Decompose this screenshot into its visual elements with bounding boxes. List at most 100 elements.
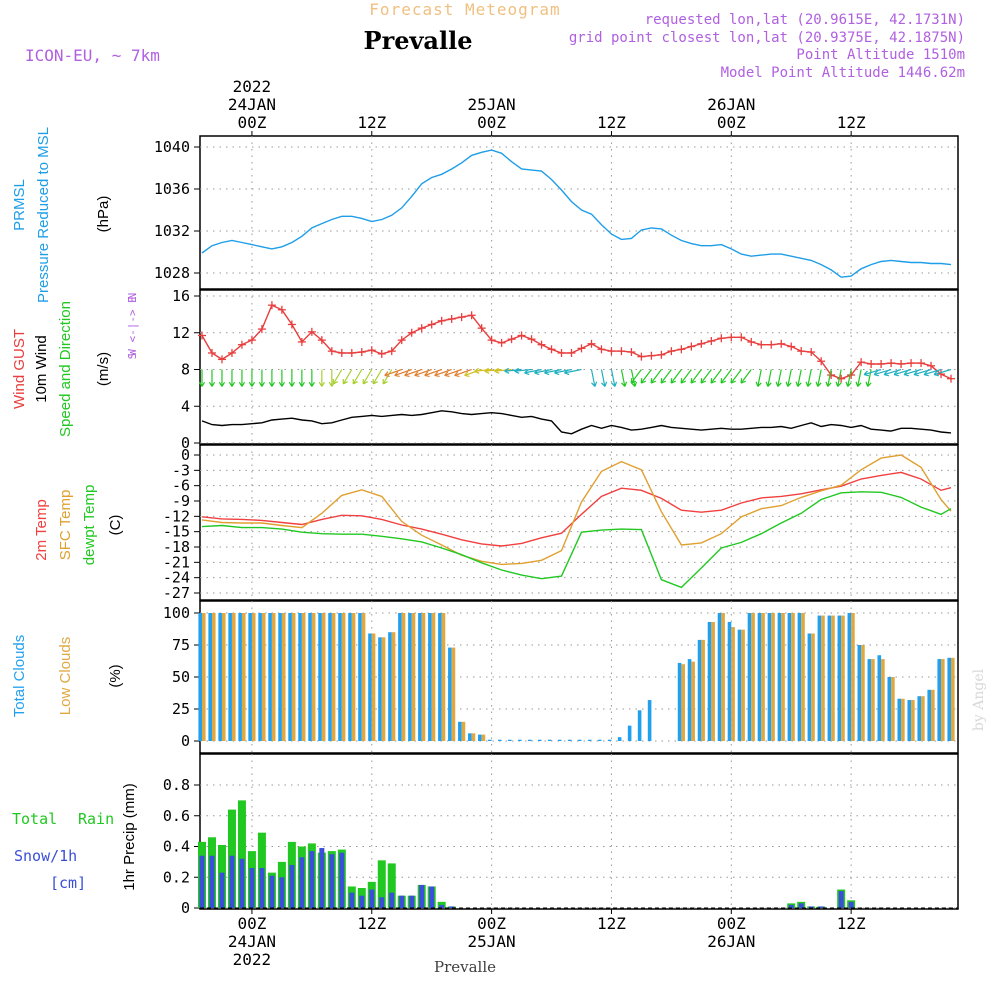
total-cloud-bar xyxy=(758,613,762,741)
low-cloud-bar xyxy=(751,613,755,741)
total-cloud-bar xyxy=(698,640,702,741)
bottom-time-label: 12Z xyxy=(597,914,626,933)
snow-bar xyxy=(209,856,214,908)
wind10m-label: 10m Wind xyxy=(33,335,50,403)
y-tick-label: 1028 xyxy=(154,264,190,282)
low-cloud-bar xyxy=(911,700,915,741)
y-tick-label: 1036 xyxy=(154,180,190,198)
top-time-label: 12Z xyxy=(597,113,626,132)
precip-unit-label: 1hr Precip (mm) xyxy=(121,783,138,891)
total-cloud-bar xyxy=(538,740,542,741)
total-cloud-bar xyxy=(768,613,772,741)
low-cloud-bar xyxy=(851,613,855,741)
low-cloud-bar xyxy=(262,613,266,741)
total-cloud-bar xyxy=(468,733,472,741)
total-cloud-bar xyxy=(288,613,292,741)
bottom-time-label: 26JAN xyxy=(707,932,755,951)
total-cloud-bar xyxy=(638,710,642,741)
total-cloud-bar xyxy=(648,700,652,741)
total-cloud-bar xyxy=(748,613,752,741)
top-time-label: 12Z xyxy=(837,113,866,132)
snow-bar xyxy=(369,890,374,908)
low-cloud-bar xyxy=(382,637,386,741)
total-cloud-bar xyxy=(528,740,532,741)
prmsl-desc-label: Pressure Reduced to MSL xyxy=(35,127,52,303)
snow-bar xyxy=(269,876,274,908)
bottom-time-label: 00Z xyxy=(717,914,746,933)
low-cloud-bar xyxy=(362,613,366,741)
total-cloud-bar xyxy=(878,655,882,741)
low-cloud-bar xyxy=(821,616,825,741)
total-cloud-bar xyxy=(788,613,792,741)
low-cloud-bar xyxy=(212,613,216,741)
low-cloud-bar xyxy=(681,664,685,741)
snow-bar xyxy=(199,856,204,908)
prmsl-label: PRMSL xyxy=(11,179,28,231)
low-cloud-bar xyxy=(452,648,456,741)
snow-bar xyxy=(849,902,854,908)
total-cloud-bar xyxy=(208,613,212,741)
bottom-time-label: 12Z xyxy=(837,914,866,933)
total-cloud-bar xyxy=(738,630,742,741)
total-cloud-bar xyxy=(278,613,282,741)
gust-label: Wind GUST xyxy=(11,329,28,409)
total-cloud-bar xyxy=(438,613,442,741)
low-cloud-bar xyxy=(871,659,875,741)
total-cloud-bar xyxy=(858,645,862,741)
low-cloud-bar xyxy=(701,640,705,741)
top-time-label: 00Z xyxy=(477,113,506,132)
total-cloud-bar xyxy=(268,613,272,741)
temp-unit-label: (C) xyxy=(107,515,124,536)
y-tick-label: 1032 xyxy=(154,222,190,240)
total-cloud-bar xyxy=(448,648,452,741)
total-cloud-bar xyxy=(218,613,222,741)
total-cloud-bar xyxy=(328,613,332,741)
temp-labels: 2m Temp SFC Temp dewpt Temp (C) xyxy=(33,485,124,566)
snow-bar xyxy=(379,897,384,908)
y-tick-label: 0.8 xyxy=(163,776,190,794)
total-cloud-bar xyxy=(848,613,852,741)
point-altitude: Point Altitude 1510m xyxy=(796,47,965,63)
y-tick-label: 0.6 xyxy=(163,807,190,825)
sfc-temp-label: SFC Temp xyxy=(57,490,74,561)
y-tick-label: 0 xyxy=(181,899,190,917)
low-cloud-bar xyxy=(901,699,905,741)
snow-bar xyxy=(279,877,284,908)
snow-bar xyxy=(429,886,434,908)
y-tick-label: 50 xyxy=(172,668,190,686)
top-time-label: 12Z xyxy=(357,113,386,132)
product-title: Forecast Meteogram xyxy=(369,0,560,19)
panel-frame xyxy=(200,445,958,600)
low-cloud-bar xyxy=(781,613,785,741)
low-cloud-bar xyxy=(761,613,765,741)
low-cloud-bar xyxy=(412,613,416,741)
top-time-label: 2022 xyxy=(233,77,272,96)
snow-bar xyxy=(239,859,244,908)
low-cloud-bar xyxy=(482,735,486,741)
snow-bar xyxy=(309,851,314,908)
total-cloud-bar xyxy=(578,740,582,741)
total-rain-label-b: Rain xyxy=(78,810,114,828)
low-cloud-bar xyxy=(242,613,246,741)
wind-speeddir-label: Speed and Direction xyxy=(57,301,74,437)
low-cloud-bar xyxy=(811,633,815,741)
total-cloud-bar xyxy=(618,737,622,741)
low-cloud-bar xyxy=(322,613,326,741)
total-cloud-bar xyxy=(728,622,732,741)
low-cloud-bar xyxy=(711,622,715,741)
total-cloud-bar xyxy=(568,740,572,741)
total-clouds-label: Total Clouds xyxy=(11,635,28,718)
model-altitude: Model Point Altitude 1446.62m xyxy=(721,65,965,81)
low-cloud-bar xyxy=(941,659,945,741)
bottom-time-label: 00Z xyxy=(237,914,266,933)
bottom-time-label: 12Z xyxy=(357,914,386,933)
total-cloud-bar xyxy=(868,659,872,741)
location-title: Prevalle xyxy=(364,26,473,55)
total-cloud-bar xyxy=(198,613,202,741)
total-cloud-bar xyxy=(588,740,592,741)
y-tick-label: 12 xyxy=(172,324,190,342)
total-cloud-bar xyxy=(378,637,382,741)
y-tick-label: 4 xyxy=(181,397,190,415)
